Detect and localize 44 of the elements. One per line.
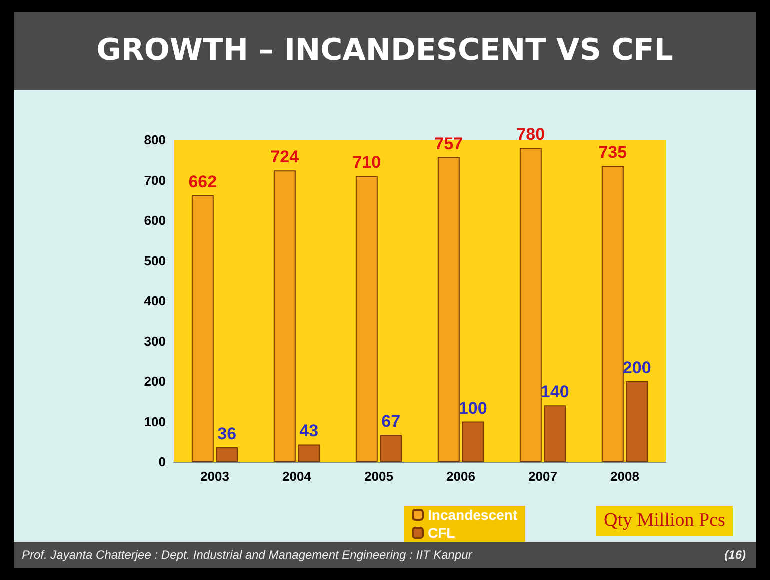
data-label: 710 [352, 153, 382, 172]
bar [274, 170, 296, 462]
bar [298, 444, 320, 462]
x-tick-label: 2005 [364, 469, 394, 484]
y-tick-label: 600 [144, 213, 166, 228]
y-tick-label: 200 [144, 374, 166, 389]
bar [520, 148, 542, 462]
y-tick-label: 700 [144, 172, 166, 188]
data-label: 36 [218, 424, 237, 444]
bar [602, 166, 624, 462]
data-label: 43 [300, 422, 319, 441]
x-tick-label: 2003 [200, 469, 230, 484]
y-tick-label: 400 [144, 294, 166, 308]
data-label: 780 [516, 125, 546, 144]
text: Prof. Jayanta Chatterjee : Dept. Industrial and Management Engineering : IIT Kanpur [22, 547, 472, 564]
x-tick-label: 2008 [610, 469, 640, 484]
y-tick-label: 100 [144, 414, 166, 430]
bar [192, 196, 214, 462]
y-tick-label: 0 [158, 454, 166, 470]
text: (16) [724, 547, 746, 564]
x-tick-label: 2004 [282, 469, 312, 484]
text: Qty Million Pcs [596, 506, 734, 536]
y-tick-label: 800 [144, 132, 166, 148]
y-tick-label: 300 [144, 334, 166, 349]
bar [216, 448, 238, 462]
x-tick-label: 2006 [446, 469, 476, 484]
y-tick-label: 500 [144, 253, 166, 268]
legend-label: CFL [428, 525, 456, 541]
bar [626, 382, 648, 462]
bar [380, 435, 402, 462]
data-label: 67 [382, 412, 401, 432]
chart-title: GROWTH – INCANDESCENT VS CFL [14, 12, 756, 90]
bar [356, 176, 378, 462]
data-label: 724 [270, 148, 300, 167]
data-label: 735 [598, 143, 628, 162]
data-label: 100 [458, 398, 488, 418]
data-label: 757 [434, 134, 464, 154]
x-tick-label: 2007 [528, 469, 558, 484]
bar [438, 157, 460, 462]
data-label: 662 [188, 172, 218, 192]
legend-label: Incandescent [428, 507, 518, 523]
bar [462, 422, 484, 462]
data-label: 140 [540, 382, 570, 402]
bar [544, 406, 566, 462]
